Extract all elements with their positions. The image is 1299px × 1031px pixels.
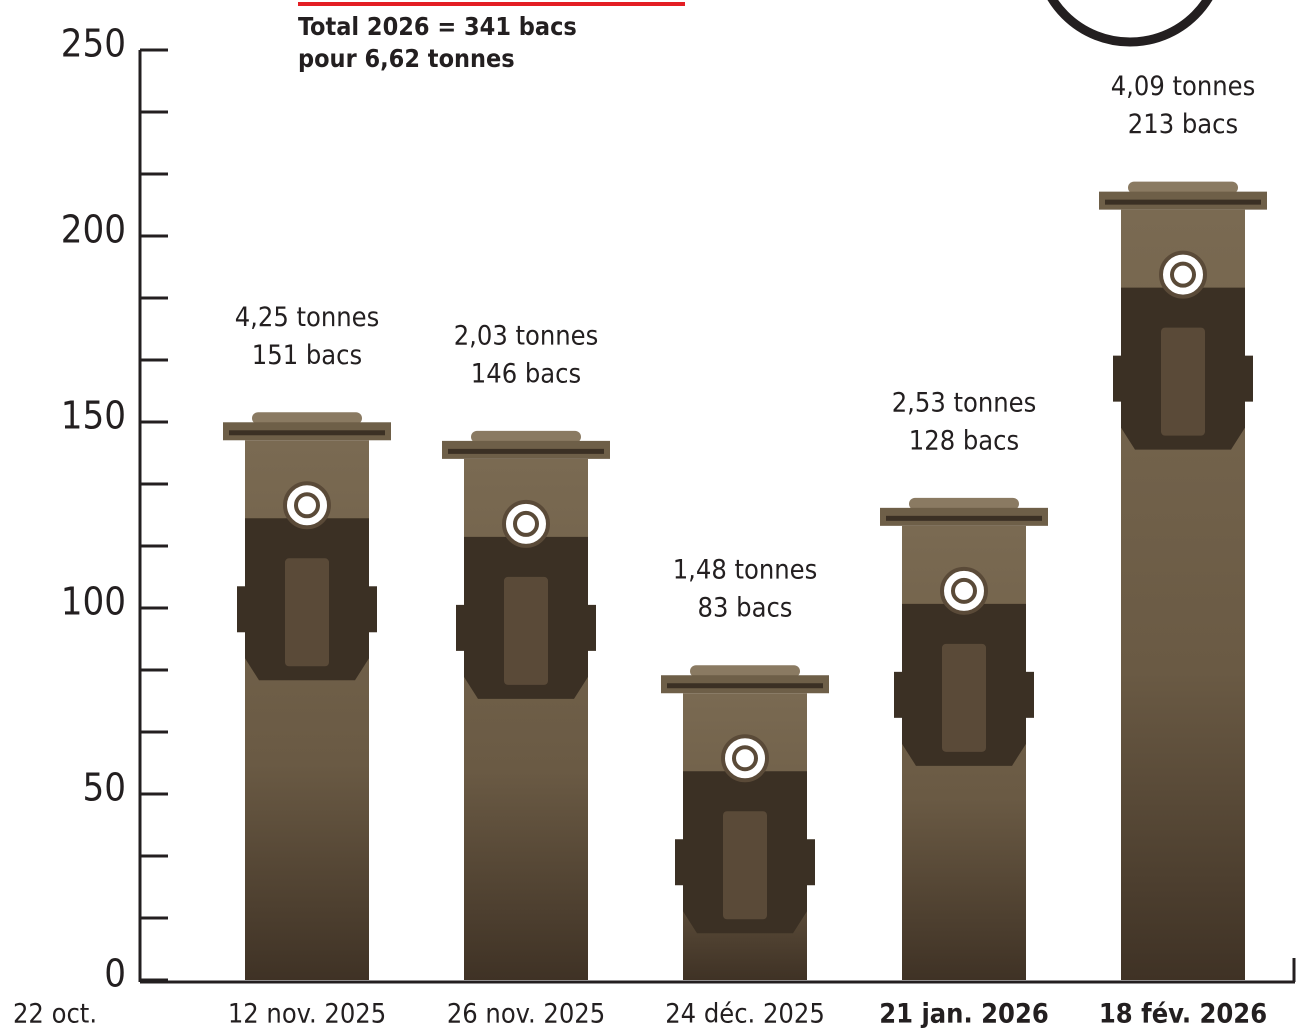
y-tick-label: 150: [61, 394, 126, 438]
bin-handle: [1239, 356, 1253, 402]
bin-handle: [1020, 672, 1034, 718]
value-label: 146 bacs: [471, 358, 581, 389]
y-tick-label: 100: [61, 580, 126, 624]
bin-logo: [723, 736, 767, 780]
bin: [1099, 182, 1267, 980]
bin-panel-inner: [942, 644, 986, 752]
value-label: 151 bacs: [252, 340, 362, 371]
bin-lid-band: [1105, 200, 1261, 205]
bin-panel-inner: [504, 577, 548, 685]
tonne-label: 2,53 tonnes: [892, 387, 1037, 418]
x-tick-label: 26 nov. 2025: [447, 999, 605, 1030]
bin-handle: [675, 839, 689, 885]
y-tick-label: 250: [61, 22, 126, 66]
y-tick-label: 50: [83, 766, 127, 810]
x-tick-label: 12 nov. 2025: [228, 999, 386, 1030]
bin-handle: [237, 586, 251, 632]
total-note: Total 2026 = 341 bacs: [298, 12, 577, 41]
bin: [442, 431, 610, 980]
bin-handle: [801, 839, 815, 885]
value-label: 213 bacs: [1128, 109, 1238, 140]
bin-handle: [894, 672, 908, 718]
value-label: 128 bacs: [909, 425, 1019, 456]
bin-panel-inner: [1161, 328, 1205, 436]
bin-logo: [285, 483, 329, 527]
bin-handle: [582, 605, 596, 651]
chart: Total 2026 = 341 bacs pour 6,62 tonnes 2…: [0, 0, 1299, 1031]
bin-handle: [456, 605, 470, 651]
origin-label: 22 oct.: [13, 999, 97, 1030]
bin-panel-inner: [723, 811, 767, 919]
bin-lid-band: [448, 449, 604, 454]
total-note: pour 6,62 tonnes: [298, 44, 515, 73]
bin-logo: [1161, 253, 1205, 297]
x-tick-label: 21 jan. 2026: [879, 999, 1049, 1030]
bin: [880, 498, 1048, 980]
x-tick-label: 18 fév. 2026: [1099, 999, 1267, 1030]
tonne-label: 4,25 tonnes: [235, 302, 380, 333]
logo-circle: [1038, 0, 1222, 42]
bin: [223, 412, 391, 980]
tonne-label: 2,03 tonnes: [454, 320, 599, 351]
bin-logo: [504, 502, 548, 546]
x-tick-label: 24 déc. 2025: [665, 999, 825, 1030]
bin-logo: [942, 569, 986, 613]
bin-lid-band: [886, 516, 1042, 521]
y-tick-label: 0: [104, 952, 126, 996]
tonne-label: 4,09 tonnes: [1111, 71, 1256, 102]
page: {"chart_data": {"type": "bar", "total_li…: [0, 0, 1299, 1031]
y-tick-label: 200: [61, 208, 126, 252]
bin-lid-band: [667, 683, 823, 688]
tonne-label: 1,48 tonnes: [673, 555, 818, 586]
bin: [661, 665, 829, 980]
value-label: 83 bacs: [698, 593, 793, 624]
bin-handle: [1113, 356, 1127, 402]
bin-panel-inner: [285, 558, 329, 666]
bin-lid-band: [229, 430, 385, 435]
bin-handle: [363, 586, 377, 632]
